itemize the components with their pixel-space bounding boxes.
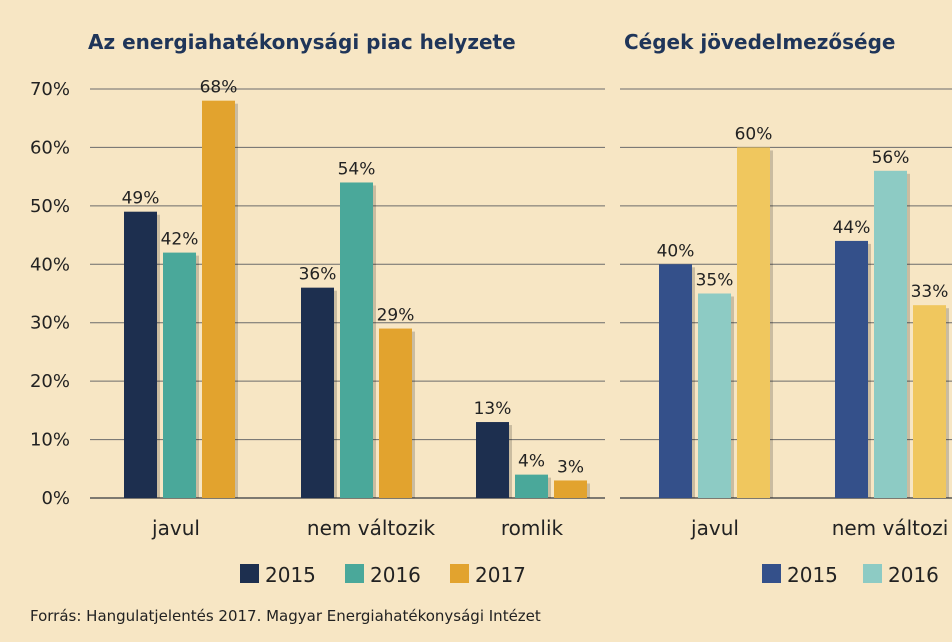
chart-panel-profitability: Cégek jövedelmezősége 40% 44% 35% 56% 60% 33%…	[620, 30, 952, 587]
chart-title: Az energiahatékonysági piac helyzete	[88, 30, 516, 54]
data-labels: 40% 44% 35% 56% 60% 33%	[657, 124, 949, 302]
data-label: 68%	[200, 78, 238, 98]
bar	[737, 147, 770, 498]
legend-label: 2016	[370, 563, 421, 587]
category-label: javul	[151, 516, 200, 540]
category-label: javul	[690, 516, 739, 540]
y-tick-label: 60%	[30, 137, 70, 158]
data-label: 3%	[557, 457, 584, 477]
bar	[515, 474, 548, 498]
legend-swatch	[762, 564, 781, 583]
legend-swatch	[863, 564, 882, 583]
category-labels: javul nem változik romlik	[151, 516, 563, 540]
legend: 2015 2016 2017	[240, 563, 526, 587]
data-label: 49%	[122, 189, 160, 209]
data-label: 44%	[833, 218, 871, 238]
y-tick-label: 0%	[41, 488, 70, 509]
category-labels: javul nem változi	[690, 516, 948, 540]
data-label: 4%	[518, 452, 545, 472]
bar	[835, 240, 868, 498]
legend: 2015 2016	[762, 563, 939, 587]
y-tick-label: 40%	[30, 254, 70, 275]
legend-swatch	[345, 564, 364, 583]
legend-label: 2015	[265, 563, 316, 587]
bar	[698, 293, 731, 498]
y-tick-label: 10%	[30, 430, 70, 451]
category-label: nem változik	[307, 516, 436, 540]
data-label: 33%	[911, 282, 949, 302]
legend-label: 2016	[888, 563, 939, 587]
data-label: 35%	[696, 271, 734, 291]
legend-swatch	[240, 564, 259, 583]
chart-panel-market: Az energiahatékonysági piac helyzete 0% 1…	[30, 30, 605, 587]
data-labels: 49% 36% 13% 42% 54% 4% 68% 29% 3%	[122, 78, 584, 478]
data-label: 54%	[338, 159, 376, 179]
y-axis-ticks: 0% 10% 20% 30% 40% 50% 60% 70%	[30, 79, 70, 509]
bar	[301, 287, 334, 498]
y-tick-label: 50%	[30, 196, 70, 217]
bars	[659, 147, 949, 499]
chart-title: Cégek jövedelmezősége	[624, 30, 895, 54]
bar	[913, 305, 946, 498]
bar	[554, 480, 587, 498]
bar	[124, 211, 157, 498]
bar	[163, 252, 196, 498]
data-label: 42%	[161, 230, 199, 250]
bar	[874, 170, 907, 499]
bar	[340, 182, 373, 498]
bar	[202, 100, 235, 498]
data-label: 13%	[474, 399, 512, 419]
bar	[476, 422, 509, 498]
legend-label: 2017	[475, 563, 526, 587]
y-tick-label: 30%	[30, 313, 70, 334]
category-label: romlik	[501, 516, 564, 540]
source-note: Forrás: Hangulatjelentés 2017. Magyar En…	[30, 607, 541, 625]
data-label: 60%	[735, 124, 773, 144]
data-label: 36%	[299, 265, 337, 285]
bar	[659, 264, 692, 498]
category-label: nem változi	[832, 516, 949, 540]
legend-swatch	[450, 564, 469, 583]
bars	[124, 100, 590, 498]
data-label: 29%	[377, 306, 415, 326]
data-label: 40%	[657, 241, 695, 261]
y-tick-label: 20%	[30, 371, 70, 392]
data-label: 56%	[872, 148, 910, 168]
bar	[379, 328, 412, 498]
legend-label: 2015	[787, 563, 838, 587]
y-tick-label: 70%	[30, 79, 70, 100]
